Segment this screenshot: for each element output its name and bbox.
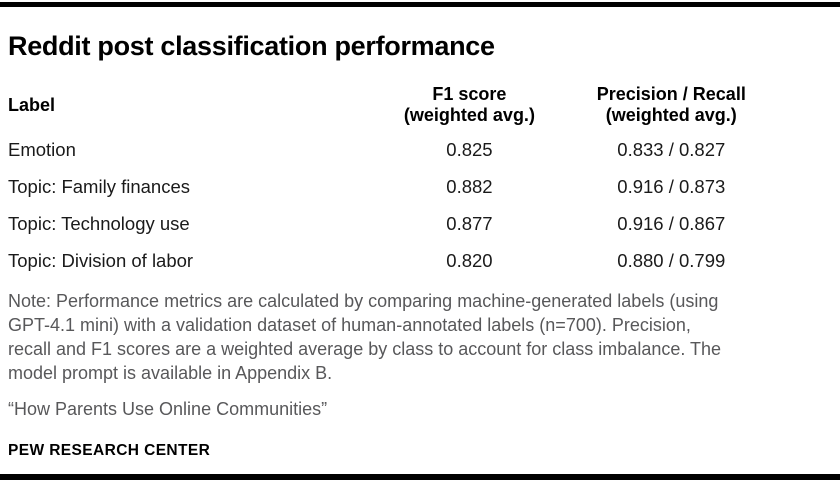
column-header-label: Label — [8, 84, 379, 131]
row-spacer — [783, 131, 832, 168]
table-row: Topic: Family finances 0.882 0.916 / 0.8… — [8, 168, 832, 205]
top-accent-bar — [0, 2, 840, 7]
table-row: Topic: Division of labor 0.820 0.880 / 0… — [8, 242, 832, 279]
note-line: GPT-4.1 mini) with a validation dataset … — [8, 315, 691, 335]
table-body: Emotion 0.825 0.833 / 0.827 Topic: Famil… — [8, 131, 832, 279]
row-spacer — [783, 168, 832, 205]
table-row: Emotion 0.825 0.833 / 0.827 — [8, 131, 832, 168]
column-header-label-text: Label — [8, 94, 56, 115]
row-label: Topic: Technology use — [8, 212, 190, 234]
note-line: Note: Performance metrics are calculated… — [8, 291, 719, 311]
bottom-accent-bar — [0, 474, 840, 480]
header-row: Label F1 score (weighted avg.) Precision… — [8, 84, 832, 131]
row-spacer — [783, 242, 832, 279]
figure-content: Reddit post classification performance L… — [0, 31, 840, 460]
row-label: Emotion — [8, 138, 76, 160]
f1-value: 0.877 — [446, 212, 493, 234]
column-header-pr-line2: (weighted avg.) — [605, 105, 737, 125]
row-label: Topic: Family finances — [8, 175, 190, 197]
f1-value: 0.825 — [446, 138, 493, 160]
f1-value: 0.820 — [446, 249, 493, 271]
figure-title: Reddit post classification performance — [8, 31, 495, 61]
column-header-f1: F1 score (weighted avg.) — [379, 84, 560, 131]
pew-research-center-wordmark: PEW RESEARCH CENTER — [8, 442, 211, 459]
table-row: Topic: Technology use 0.877 0.916 / 0.86… — [8, 205, 832, 242]
performance-table: Label F1 score (weighted avg.) Precision… — [8, 84, 832, 279]
f1-value: 0.882 — [446, 175, 493, 197]
precision-recall-value: 0.916 / 0.873 — [617, 175, 726, 197]
column-header-f1-line2: (weighted avg.) — [403, 105, 535, 125]
column-header-spacer — [783, 84, 832, 131]
precision-recall-value: 0.916 / 0.867 — [617, 212, 726, 234]
table-header: Label F1 score (weighted avg.) Precision… — [8, 84, 832, 131]
column-header-f1-line1: F1 score — [432, 84, 507, 104]
note-line: recall and F1 scores are a weighted aver… — [8, 339, 722, 359]
row-spacer — [783, 205, 832, 242]
row-label: Topic: Division of labor — [8, 249, 194, 271]
column-header-pr-line1: Precision / Recall — [596, 84, 746, 104]
precision-recall-value: 0.880 / 0.799 — [617, 249, 726, 271]
note-line: model prompt is available in Appendix B. — [8, 363, 333, 383]
precision-recall-value: 0.833 / 0.827 — [617, 138, 726, 160]
figure-note: Note: Performance metrics are calculated… — [8, 289, 832, 385]
source-title: “How Parents Use Online Communities” — [8, 399, 328, 419]
column-header-precision-recall: Precision / Recall (weighted avg.) — [560, 84, 782, 131]
